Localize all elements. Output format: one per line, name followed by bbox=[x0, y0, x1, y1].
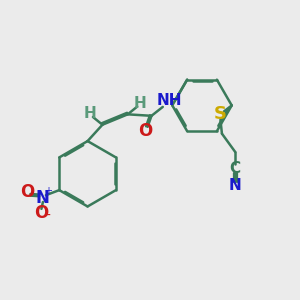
Text: N: N bbox=[36, 189, 50, 207]
Text: C: C bbox=[230, 161, 241, 176]
Text: -: - bbox=[45, 209, 50, 223]
Text: +: + bbox=[44, 186, 52, 196]
Text: O: O bbox=[20, 183, 34, 201]
Text: H: H bbox=[134, 95, 147, 110]
Text: O: O bbox=[138, 122, 153, 140]
Text: O: O bbox=[34, 204, 49, 222]
Text: NH: NH bbox=[157, 94, 182, 109]
Text: S: S bbox=[214, 105, 227, 123]
Text: N: N bbox=[229, 178, 242, 193]
Text: H: H bbox=[84, 106, 96, 121]
